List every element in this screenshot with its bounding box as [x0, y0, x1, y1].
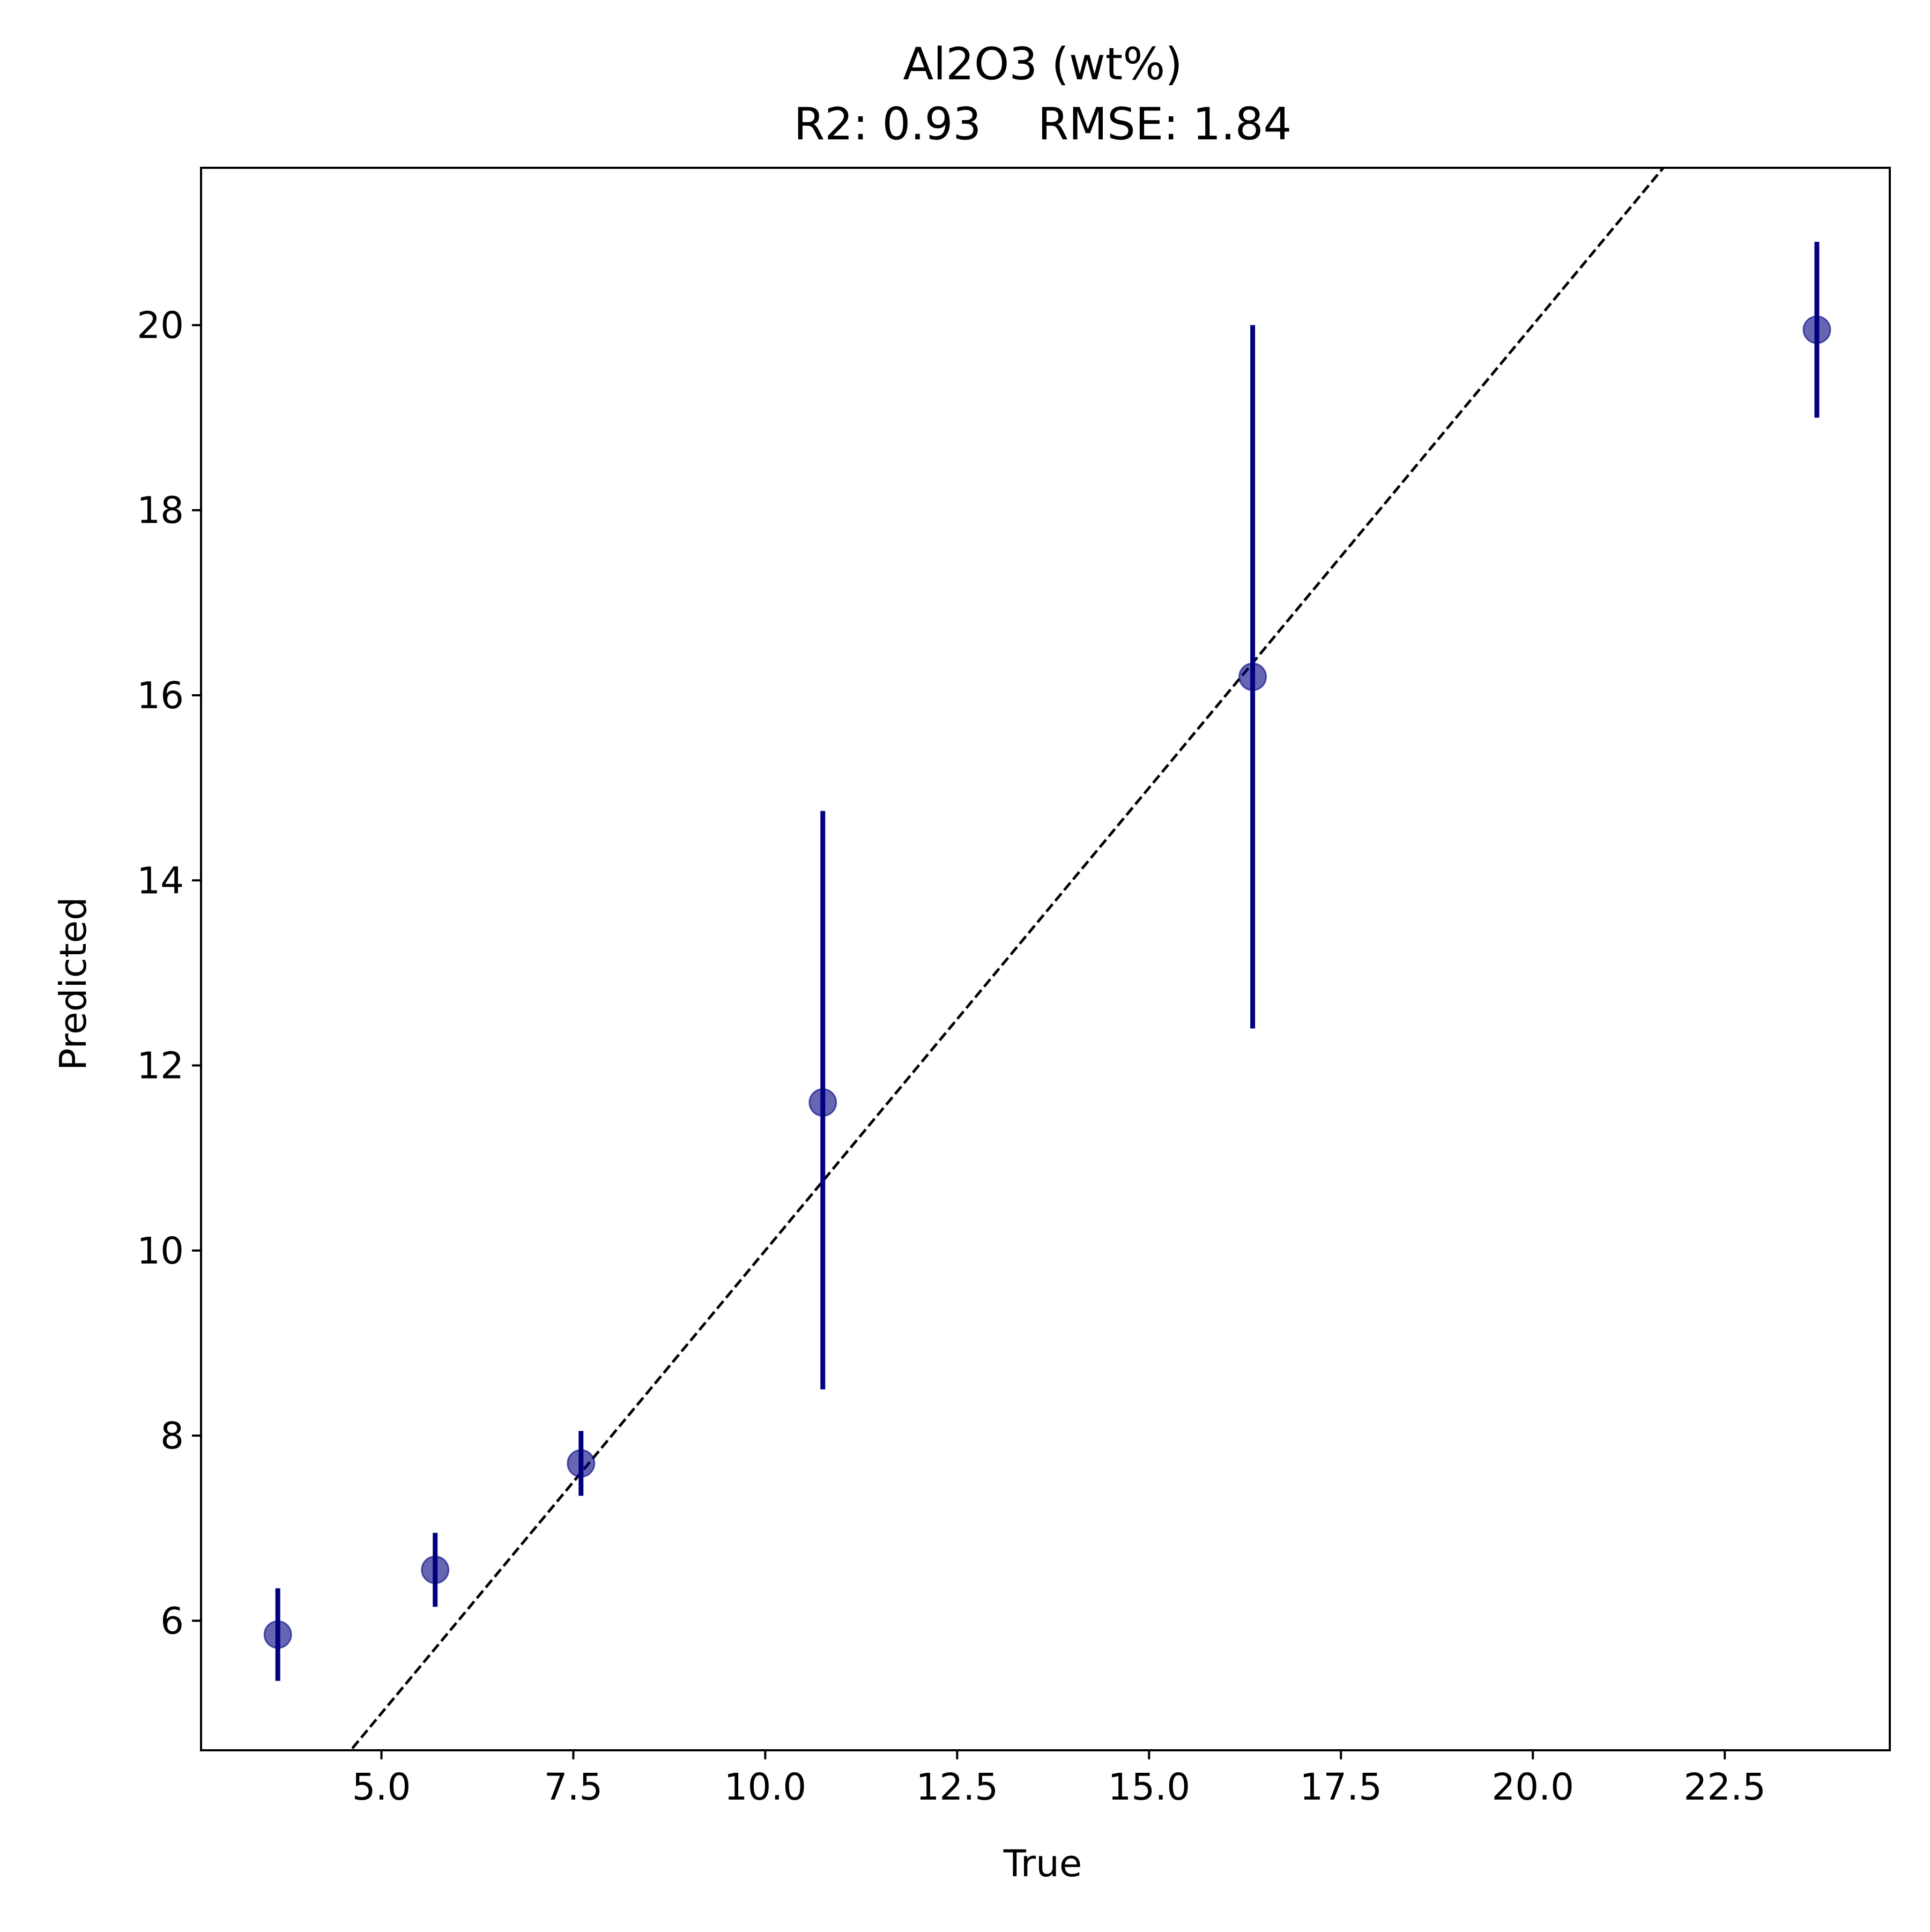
chart-subtitle: R2: 0.93 RMSE: 1.84 — [794, 98, 1292, 150]
x-tick-label: 7.5 — [544, 1766, 603, 1809]
chart-title: Al2O3 (wt%) — [903, 38, 1182, 90]
x-axis-label: True — [1003, 1842, 1082, 1885]
y-tick-label: 12 — [137, 1045, 184, 1088]
y-axis-label: Predicted — [52, 897, 95, 1071]
identity-reference-line — [348, 168, 1665, 1750]
y-tick-label: 10 — [137, 1230, 184, 1273]
data-point-6 — [1802, 315, 1831, 344]
x-tick-label: 12.5 — [916, 1766, 999, 1809]
data-point-2 — [421, 1555, 450, 1584]
data-point-5 — [1238, 662, 1267, 691]
data-point-4 — [808, 1088, 837, 1117]
x-tick-label: 22.5 — [1683, 1766, 1766, 1809]
y-tick-label: 14 — [137, 859, 184, 902]
data-point-3 — [567, 1449, 596, 1478]
plot-area: 5.0 7.5 10.0 12.5 15.0 17.5 20.0 22.5 6 8 10 12 14 16… — [137, 167, 1891, 1809]
y-tick-label: 16 — [137, 674, 184, 717]
y-tick-label: 6 — [160, 1600, 184, 1643]
y-tick-label: 20 — [137, 304, 184, 347]
data-point-1 — [263, 1620, 292, 1649]
x-tick-label: 20.0 — [1491, 1766, 1574, 1809]
y-tick-label: 8 — [160, 1415, 184, 1458]
x-tick-label: 5.0 — [352, 1766, 411, 1809]
axes-frame — [200, 167, 1891, 1751]
x-tick-label: 17.5 — [1300, 1766, 1382, 1809]
x-tick-label: 10.0 — [724, 1766, 807, 1809]
y-tick-label: 18 — [137, 489, 184, 532]
x-tick-label: 15.0 — [1108, 1766, 1190, 1809]
